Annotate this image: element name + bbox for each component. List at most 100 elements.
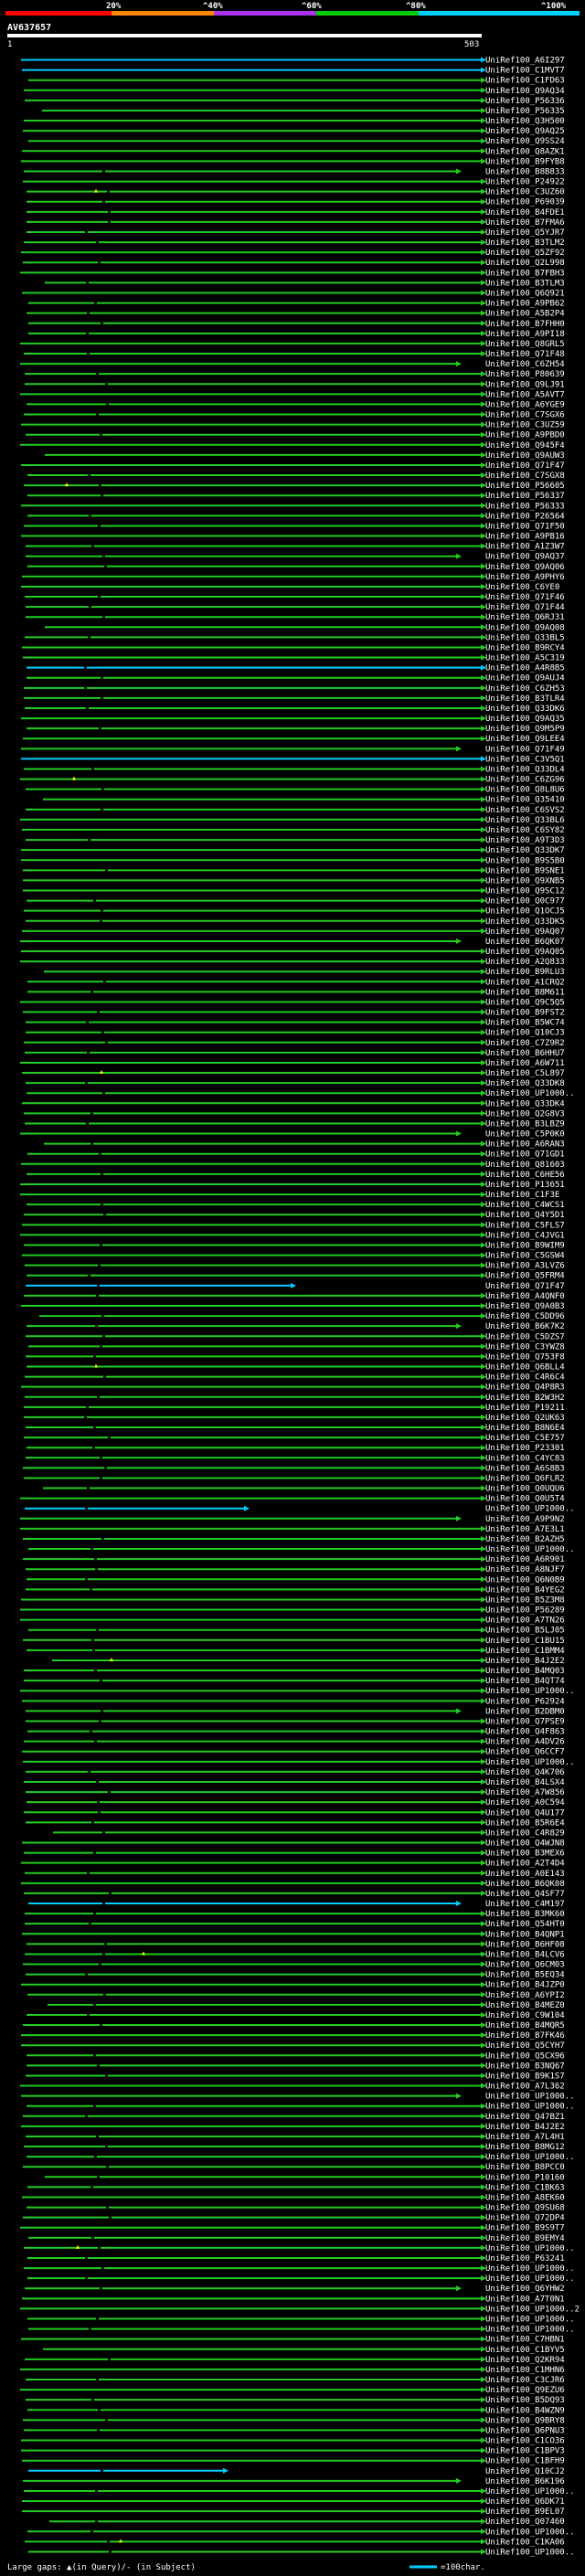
- hit-label[interactable]: UniRef100_A3LVZ6: [485, 1262, 565, 1271]
- hit-label[interactable]: UniRef100_Q72DP4: [485, 2214, 565, 2223]
- hit-label[interactable]: UniRef100_Q4P8R3: [485, 1383, 565, 1393]
- hit-label[interactable]: UniRef100_UP1000..: [485, 2093, 575, 2102]
- hit-label[interactable]: UniRef100_Q71GD1: [485, 1150, 565, 1160]
- hit-label[interactable]: UniRef100_A9PI18: [485, 330, 565, 339]
- hit-label[interactable]: UniRef100_Q9EZU6: [485, 2386, 565, 2395]
- hit-label[interactable]: UniRef100_B4QNP1: [485, 1930, 565, 1939]
- hit-label[interactable]: UniRef100_B4LCV6: [485, 1950, 565, 1959]
- hit-label[interactable]: UniRef100_C6HE56: [485, 1171, 565, 1180]
- hit-label[interactable]: UniRef100_B5WC74: [485, 1019, 565, 1028]
- hit-label[interactable]: UniRef100_B4LSX4: [485, 1778, 565, 1787]
- hit-label[interactable]: UniRef100_Q9AQ08: [485, 623, 565, 632]
- hit-label[interactable]: UniRef100_B7FBH3: [485, 269, 565, 278]
- hit-label[interactable]: UniRef100_P13651: [485, 1181, 565, 1190]
- hit-label[interactable]: UniRef100_Q71F46: [485, 593, 565, 602]
- hit-label[interactable]: UniRef100_B9K1S7: [485, 2072, 565, 2081]
- hit-label[interactable]: UniRef100_Q2G8V3: [485, 1109, 565, 1118]
- hit-label[interactable]: UniRef100_A6S8B3: [485, 1464, 565, 1473]
- hit-label[interactable]: UniRef100_Q6CCF7: [485, 1748, 565, 1757]
- hit-label[interactable]: UniRef100_Q81603: [485, 1161, 565, 1170]
- hit-label[interactable]: UniRef100_Q33BL6: [485, 816, 565, 825]
- hit-label[interactable]: UniRef100_UP1000..: [485, 1758, 575, 1767]
- hit-label[interactable]: UniRef100_A8EK60: [485, 2193, 565, 2202]
- hit-label[interactable]: UniRef100_C9W104: [485, 2011, 565, 2020]
- hit-label[interactable]: UniRef100_B6QK07: [485, 938, 565, 947]
- hit-label[interactable]: UniRef100_C6SVS2: [485, 806, 565, 815]
- hit-label[interactable]: UniRef100_B6QK08: [485, 1880, 565, 1889]
- hit-label[interactable]: UniRef100_A9PHY6: [485, 573, 565, 582]
- hit-label[interactable]: UniRef100_Q5FRM4: [485, 1272, 565, 1281]
- hit-label[interactable]: UniRef100_P56605: [485, 482, 565, 491]
- hit-label[interactable]: UniRef100_Q10CJ3: [485, 1029, 565, 1038]
- hit-label[interactable]: UniRef100_Q9AQ25: [485, 127, 565, 136]
- hit-label[interactable]: UniRef100_Q33DK8: [485, 1079, 565, 1088]
- hit-label[interactable]: UniRef100_Q1OCJ5: [485, 907, 565, 917]
- hit-label[interactable]: UniRef100_A6I297: [485, 57, 565, 66]
- hit-label[interactable]: UniRef100_Q4WJN8: [485, 1839, 565, 1849]
- hit-label[interactable]: UniRef100_Q71F50: [485, 522, 565, 531]
- hit-label[interactable]: UniRef100_Q9AQ05: [485, 948, 565, 957]
- hit-label[interactable]: UniRef100_UP1000..: [485, 1545, 575, 1554]
- hit-label[interactable]: UniRef100_Q9AUJ4: [485, 674, 565, 684]
- hit-label[interactable]: UniRef100_Q6BLL4: [485, 1363, 565, 1373]
- hit-label[interactable]: UniRef100_B3LBZ9: [485, 1119, 565, 1129]
- hit-label[interactable]: UniRef100_Q8AZK1: [485, 147, 565, 156]
- hit-label[interactable]: UniRef100_P56335: [485, 107, 565, 116]
- hit-label[interactable]: UniRef100_Q4Y5D1: [485, 1211, 565, 1220]
- hit-label[interactable]: UniRef100_A0C594: [485, 1798, 565, 1807]
- hit-label[interactable]: UniRef100_C1BYV5: [485, 2346, 565, 2355]
- hit-label[interactable]: UniRef100_C7SGX8: [485, 472, 565, 481]
- hit-label[interactable]: UniRef100_C1MHN6: [485, 2366, 565, 2375]
- hit-label[interactable]: UniRef100_Q5CYH7: [485, 2041, 565, 2051]
- hit-label[interactable]: UniRef100_Q33DK4: [485, 1099, 565, 1108]
- hit-label[interactable]: UniRef100_B5Z3M8: [485, 1595, 565, 1605]
- hit-label[interactable]: UniRef100_B3TLM3: [485, 279, 565, 288]
- hit-label[interactable]: UniRef100_C1FD63: [485, 77, 565, 86]
- hit-label[interactable]: UniRef100_B5EQ34: [485, 1971, 565, 1980]
- hit-label[interactable]: UniRef100_A9PB16: [485, 533, 565, 542]
- hit-label[interactable]: UniRef100_B4FDE1: [485, 208, 565, 217]
- hit-label[interactable]: UniRef100_B7FK46: [485, 2031, 565, 2041]
- hit-label[interactable]: UniRef100_P56289: [485, 1606, 565, 1616]
- hit-label[interactable]: UniRef100_C1CO36: [485, 2437, 565, 2446]
- hit-label[interactable]: UniRef100_B5DQ93: [485, 2396, 565, 2405]
- hit-label[interactable]: UniRef100_Q9SS24: [485, 137, 565, 146]
- hit-label[interactable]: UniRef100_A9T3D3: [485, 836, 565, 845]
- hit-label[interactable]: UniRef100_A4QNF0: [485, 1292, 565, 1301]
- hit-label[interactable]: UniRef100_C5GSW4: [485, 1252, 565, 1261]
- hit-label[interactable]: UniRef100_B9FYB8: [485, 157, 565, 166]
- hit-label[interactable]: UniRef100_Q9C5Q5: [485, 998, 565, 1007]
- hit-label[interactable]: UniRef100_B8B833: [485, 167, 565, 176]
- hit-label[interactable]: UniRef100_A7T0N1: [485, 2295, 565, 2304]
- hit-label[interactable]: UniRef100_Q753F8: [485, 1352, 565, 1362]
- hit-label[interactable]: UniRef100_P10160: [485, 2173, 565, 2182]
- hit-label[interactable]: UniRef100_Q9LEE4: [485, 735, 565, 744]
- hit-label[interactable]: UniRef100_P80639: [485, 370, 565, 379]
- hit-label[interactable]: UniRef100_A6YPI2: [485, 1991, 565, 2000]
- hit-label[interactable]: UniRef100_Q07460: [485, 2518, 565, 2527]
- hit-label[interactable]: UniRef100_C1F3E: [485, 1191, 559, 1200]
- hit-label[interactable]: UniRef100_Q6N0B9: [485, 1575, 565, 1585]
- hit-label[interactable]: UniRef100_UP1000..: [485, 2326, 575, 2335]
- hit-label[interactable]: UniRef100_B5LJ05: [485, 1627, 565, 1636]
- hit-label[interactable]: UniRef100_B3TLR4: [485, 694, 565, 704]
- hit-label[interactable]: UniRef100_Q6FLR2: [485, 1474, 565, 1483]
- hit-label[interactable]: UniRef100_A7L4H1: [485, 2133, 565, 2142]
- hit-label[interactable]: UniRef100_A6YGE9: [485, 400, 565, 409]
- hit-label[interactable]: UniRef100_B9EL07: [485, 2507, 565, 2517]
- hit-label[interactable]: UniRef100_B6K196: [485, 2477, 565, 2486]
- hit-label[interactable]: UniRef100_P56336: [485, 97, 565, 106]
- hit-label[interactable]: UniRef100_Q33DK6: [485, 705, 565, 714]
- hit-label[interactable]: UniRef100_B4YEG2: [485, 1585, 565, 1595]
- hit-label[interactable]: UniRef100_Q2UK63: [485, 1414, 565, 1423]
- hit-label[interactable]: UniRef100_C4R829: [485, 1829, 565, 1838]
- hit-label[interactable]: UniRef100_C5DZS7: [485, 1332, 565, 1341]
- hit-label[interactable]: UniRef100_Q33DK5: [485, 917, 565, 927]
- hit-label[interactable]: UniRef100_P63241: [485, 2254, 565, 2263]
- hit-label[interactable]: UniRef100_A5AVT7: [485, 390, 565, 399]
- hit-label[interactable]: UniRef100_Q6PNU3: [485, 2426, 565, 2435]
- hit-label[interactable]: UniRef100_Q4F863: [485, 1728, 565, 1737]
- hit-label[interactable]: UniRef100_B6HF08: [485, 1940, 565, 1949]
- hit-label[interactable]: UniRef100_C7HBN1: [485, 2336, 565, 2345]
- hit-label[interactable]: UniRef100_B7FMA6: [485, 218, 565, 228]
